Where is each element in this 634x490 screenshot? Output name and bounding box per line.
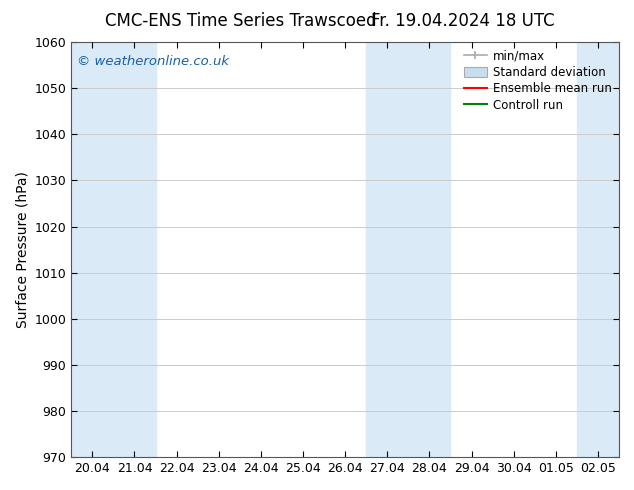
Text: CMC-ENS Time Series Trawscoed: CMC-ENS Time Series Trawscoed bbox=[105, 12, 377, 30]
Bar bbox=[577, 42, 619, 457]
Text: © weatheronline.co.uk: © weatheronline.co.uk bbox=[77, 54, 229, 68]
Bar bbox=[71, 42, 113, 457]
Bar bbox=[113, 42, 155, 457]
Y-axis label: Surface Pressure (hPa): Surface Pressure (hPa) bbox=[15, 171, 29, 328]
Text: Fr. 19.04.2024 18 UTC: Fr. 19.04.2024 18 UTC bbox=[371, 12, 555, 30]
Legend: min/max, Standard deviation, Ensemble mean run, Controll run: min/max, Standard deviation, Ensemble me… bbox=[459, 45, 617, 117]
Bar bbox=[366, 42, 408, 457]
Bar bbox=[408, 42, 451, 457]
